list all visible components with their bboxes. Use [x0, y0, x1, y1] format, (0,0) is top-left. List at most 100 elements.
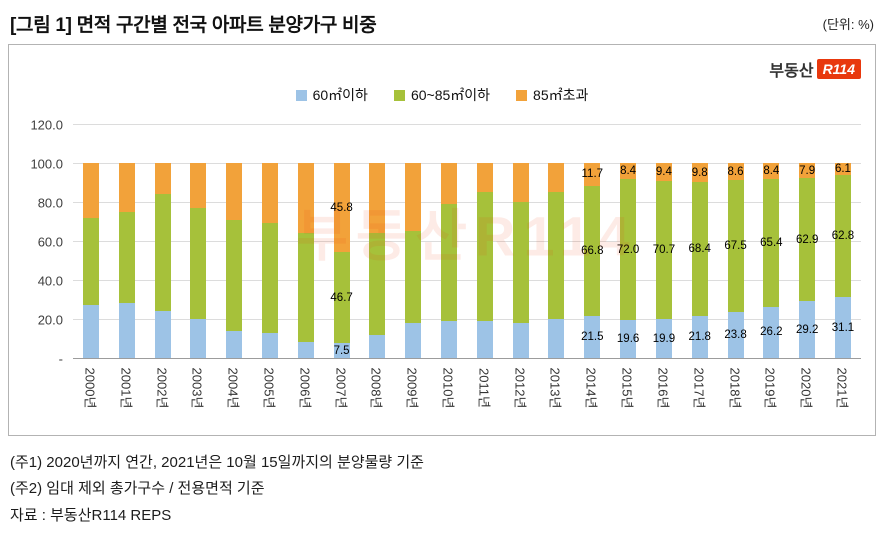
- bar-segment: 46.7: [330, 252, 353, 344]
- stacked-bar: [190, 163, 207, 358]
- x-label-slot: 2003년: [180, 359, 216, 417]
- bar-segment: [405, 231, 422, 323]
- bar-segment: [405, 322, 422, 358]
- x-axis-label: 2010년: [440, 367, 456, 409]
- y-axis-tick: 100.0: [30, 156, 63, 172]
- bar-slot: 23.8 67.5 8.6: [718, 125, 754, 358]
- stacked-bar: 19.9 70.7 9.4: [652, 163, 676, 358]
- gridline: [73, 280, 861, 281]
- bar-segment: 21.5: [581, 316, 603, 358]
- data-label: 23.8: [724, 328, 747, 341]
- bar-segment: 65.4: [760, 179, 783, 307]
- data-label: 70.7: [652, 244, 676, 257]
- bar-segment: [297, 342, 314, 358]
- bar-segment: 19.6: [617, 319, 639, 358]
- bar-slot: 31.1 62.8 6.1: [825, 125, 861, 358]
- x-label-slot: 2006년: [288, 359, 324, 417]
- data-label: 31.1: [831, 321, 855, 334]
- bar-slot: [431, 125, 467, 358]
- data-label: 72.0: [616, 243, 640, 256]
- bar-segment: [190, 163, 207, 208]
- bar-segment: 9.4: [655, 163, 672, 182]
- x-axis-label: 2017년: [691, 367, 707, 409]
- x-label-slot: 2004년: [216, 359, 252, 417]
- footnote-1: (주1) 2020년까지 연간, 2021년은 10월 15일까지의 분양물량 …: [10, 454, 424, 471]
- bar-segment: 6.1: [834, 162, 851, 175]
- bar-segment: 66.8: [581, 185, 604, 317]
- unit-label: (단위: %): [822, 17, 874, 32]
- bar-segment: [441, 203, 458, 321]
- gridline: [73, 202, 861, 203]
- bar-segment: 62.8: [832, 174, 854, 298]
- data-label: 11.7: [581, 168, 604, 181]
- y-axis-tick: 40.0: [37, 273, 63, 289]
- header: [그림 1] 면적 구간별 전국 아파트 분양가구 비중 (단위: %): [8, 8, 876, 44]
- bar-segment: [154, 163, 171, 195]
- x-label-slot: 2021년: [825, 359, 861, 417]
- x-axis-label: 2005년: [261, 367, 277, 409]
- x-label-slot: 2011년: [467, 359, 503, 417]
- stacked-bar: 21.8 68.4 9.8: [689, 163, 711, 358]
- x-label-slot: 2000년: [73, 359, 109, 417]
- data-label: 26.2: [760, 326, 783, 339]
- legend-label: 85㎡초과: [533, 87, 589, 103]
- stacked-bar: 29.2 62.9 7.9: [795, 163, 819, 358]
- gridline: [73, 163, 861, 164]
- bar-segment: [297, 163, 314, 234]
- source-note: 자료 : 부동산R114 REPS: [10, 506, 172, 524]
- bar-segment: 8.4: [763, 163, 780, 180]
- x-axis-label: 2000년: [82, 367, 98, 409]
- brand-logo-r114: R114: [816, 59, 861, 79]
- bar-segment: 7.9: [799, 163, 816, 179]
- data-label: 8.4: [763, 165, 780, 178]
- bar-segment: [190, 207, 207, 319]
- stacked-bar: 7.5 46.7 45.8: [330, 163, 353, 358]
- brand-logo-prefix: 부동산: [769, 63, 814, 80]
- x-label-slot: 2012년: [503, 359, 539, 417]
- x-label-slot: 2010년: [431, 359, 467, 417]
- data-label: 6.1: [834, 162, 851, 175]
- footnotes: (주1) 2020년까지 연간, 2021년은 10월 15일까지의 분양물량 …: [8, 436, 876, 529]
- bar-segment: [226, 163, 243, 220]
- legend-label: 60㎡이하: [312, 87, 368, 103]
- bar-segment: [118, 303, 135, 358]
- chart-area: - 20.0 40.0 60.0 80.0 100.0 120.0 7.5 46.7 45.8 2…: [9, 111, 875, 417]
- stacked-bar: [548, 163, 565, 358]
- x-axis-label: 2007년: [333, 367, 349, 409]
- y-axis: - 20.0 40.0 60.0 80.0 100.0 120.0: [9, 118, 73, 367]
- data-label: 67.5: [724, 239, 747, 252]
- data-label: 66.8: [581, 244, 604, 257]
- data-label: 46.7: [330, 291, 353, 304]
- chart-legend: 60㎡이하 60~85㎡이하 85㎡초과: [9, 45, 875, 105]
- bar-segment: [154, 311, 171, 358]
- x-axis-label: 2006년: [297, 367, 313, 409]
- bar-segment: [118, 211, 135, 304]
- bar-segment: [261, 332, 278, 358]
- x-axis-label: 2021년: [834, 367, 850, 409]
- data-label: 7.5: [333, 344, 350, 357]
- bar-segment: [441, 163, 458, 204]
- bar-segment: [548, 163, 565, 193]
- x-axis-label: 2008년: [368, 367, 384, 409]
- bar-segment: [512, 322, 529, 358]
- x-label-slot: 2020년: [789, 359, 825, 417]
- legend-item: 60㎡이하: [295, 85, 368, 105]
- bar-segment: [82, 163, 99, 218]
- bar-segment: 8.4: [620, 163, 637, 180]
- y-axis-tick: -: [58, 351, 63, 367]
- bar-segment: 67.5: [724, 179, 747, 312]
- data-label: 62.9: [795, 233, 819, 246]
- plot-area: 7.5 46.7 45.8 21.5 66.8 11.7 19.6 72.0 8.4 19.9 70…: [73, 124, 861, 359]
- bar-slot: [109, 125, 145, 358]
- footnote-2: (주2) 임대 제외 총가구수 / 전용면적 기준: [10, 480, 265, 498]
- bars: 7.5 46.7 45.8 21.5 66.8 11.7 19.6 72.0 8.4 19.9 70…: [73, 125, 861, 358]
- stacked-bar: [154, 163, 171, 358]
- bar-slot: 19.6 72.0 8.4: [610, 125, 646, 358]
- x-axis-label: 2019년: [762, 367, 778, 409]
- x-label-slot: 2007년: [324, 359, 360, 417]
- bar-segment: [512, 202, 529, 323]
- x-label-slot: 2016년: [646, 359, 682, 417]
- bar-segment: [369, 163, 386, 234]
- bar-segment: [476, 163, 493, 193]
- legend-swatch-icon: [295, 89, 307, 101]
